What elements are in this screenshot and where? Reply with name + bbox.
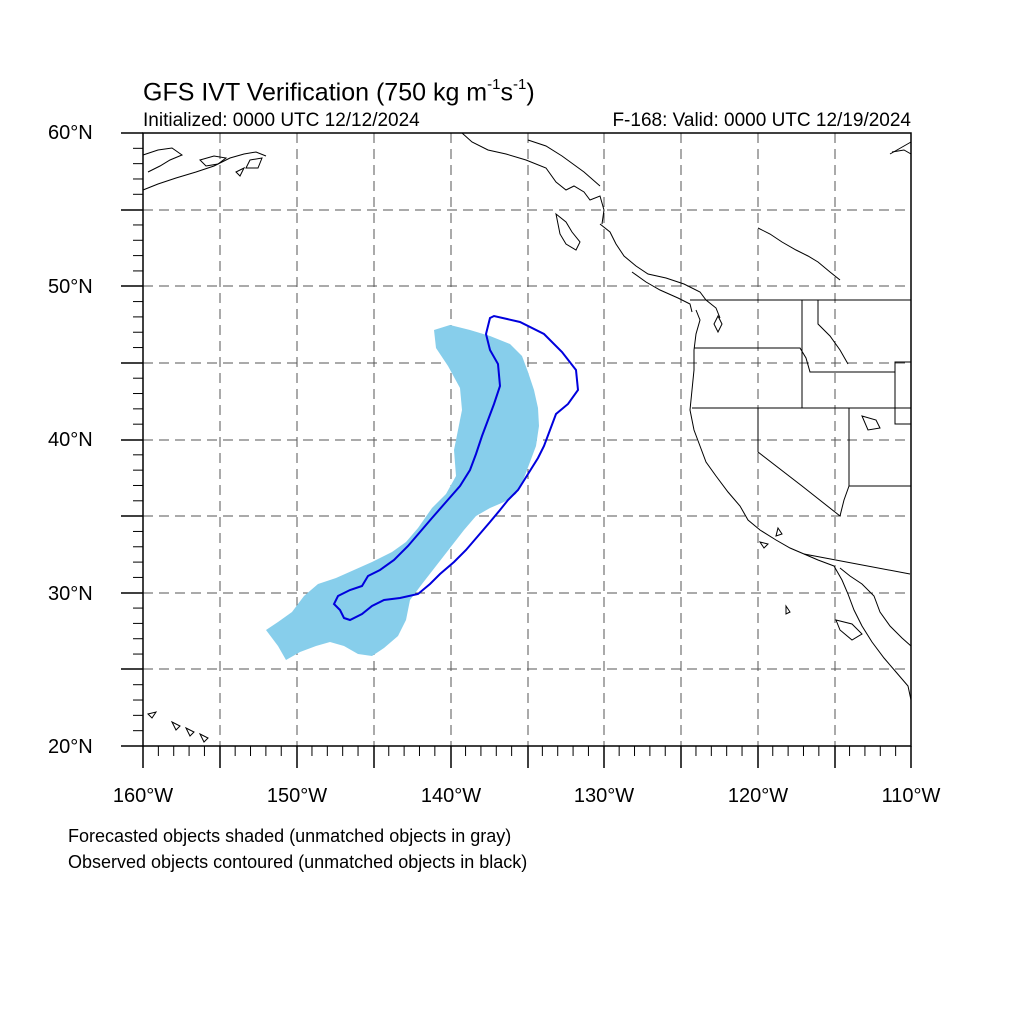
axis-minor-ticks [133, 147, 897, 756]
caption-observed: Observed objects contoured (unmatched ob… [68, 852, 528, 872]
observed-ivt-contour [332, 314, 580, 622]
lon-label-140w: 140°W [420, 785, 482, 807]
lon-label-130w: 130°W [573, 785, 635, 807]
coastlines [142, 132, 912, 743]
lat-label-40n: 40°N [48, 429, 93, 451]
lat-label-50n: 50°N [48, 276, 93, 298]
initialized-time: Initialized: 0000 UTC 12/12/2024 [143, 110, 420, 131]
lon-label-150w: 150°W [266, 785, 328, 807]
lat-label-60n: 60°N [48, 122, 93, 144]
lat-label-20n: 20°N [48, 736, 93, 758]
axis-ticks [121, 132, 912, 768]
lon-label-110w: 110°W [881, 785, 941, 807]
lon-label-120w: 120°W [727, 785, 789, 807]
lat-label-30n: 30°N [48, 583, 93, 605]
caption-forecast: Forecasted objects shaded (unmatched obj… [68, 826, 512, 846]
chart-title: GFS IVT Verification (750 kg m-1s-1) [143, 76, 535, 107]
forecast-ivt-object [266, 325, 539, 660]
valid-time: F-168: Valid: 0000 UTC 12/19/2024 [612, 110, 911, 131]
lon-label-160w: 160°W [112, 785, 174, 807]
